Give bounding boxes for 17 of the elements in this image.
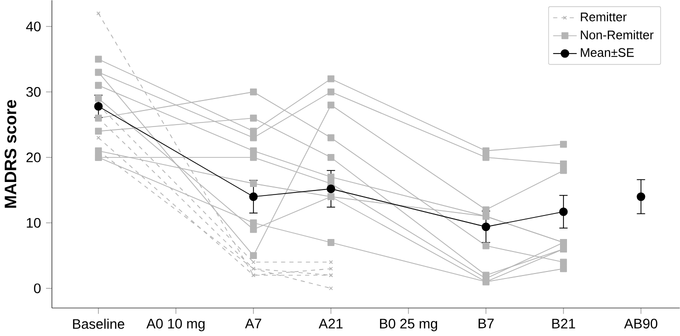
legend-label: Mean±SE xyxy=(580,48,634,58)
x-tick-label: Baseline xyxy=(73,318,124,329)
y-axis-title: MADRS score xyxy=(4,100,16,208)
x-tick-label: B21 xyxy=(552,318,576,328)
y-tick-label: 10 xyxy=(26,218,41,228)
x-tick-label: B0 25 mg xyxy=(380,318,438,332)
legend-label: Remitter xyxy=(580,12,627,22)
x-tick-label: A0 10 mg xyxy=(146,318,205,332)
legend-label: Non-Remitter xyxy=(580,30,654,40)
x-tick-label: AB90 xyxy=(624,318,658,329)
x-tick-label: A21 xyxy=(318,318,343,328)
y-tick-label: 40 xyxy=(26,22,41,32)
x-tick-label: A7 xyxy=(245,318,262,328)
x-tick-label: B7 xyxy=(478,318,494,328)
y-tick-label: 0 xyxy=(34,284,41,294)
y-tick-label: 30 xyxy=(26,87,41,97)
y-tick-label: 20 xyxy=(26,152,41,162)
